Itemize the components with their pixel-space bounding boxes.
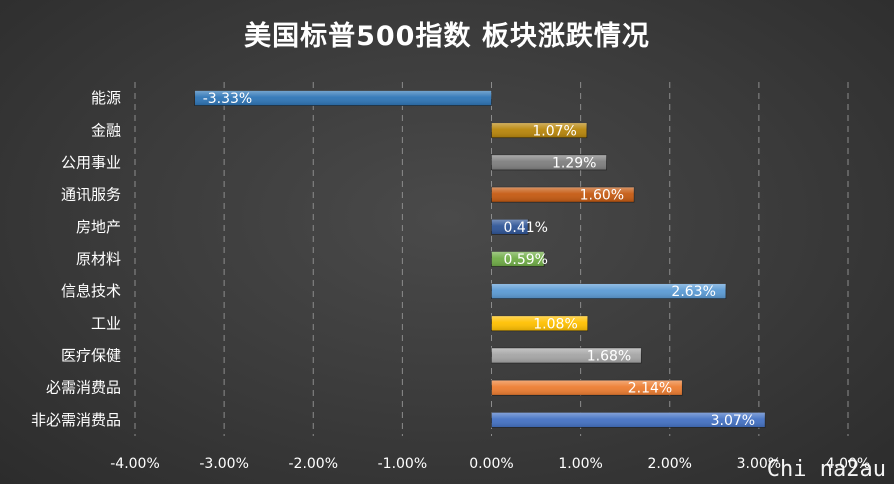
category-label: 金融 bbox=[91, 121, 121, 139]
bar-highlight bbox=[194, 90, 492, 106]
category-label: 信息技术 bbox=[61, 282, 121, 300]
bar-highlight bbox=[491, 315, 588, 331]
x-tick-label: -1.00% bbox=[378, 456, 428, 472]
category-label: 房地产 bbox=[76, 218, 121, 236]
x-tick-label: 1.00% bbox=[558, 456, 602, 472]
chart-title: 美国标普500指数 板块涨跌情况 bbox=[244, 21, 650, 52]
data-label: 1.68% bbox=[587, 349, 631, 365]
category-label: 非必需消费品 bbox=[31, 411, 121, 429]
category-label: 公用事业 bbox=[61, 153, 121, 171]
category-label: 通讯服务 bbox=[61, 186, 121, 204]
bar-highlight bbox=[491, 122, 587, 138]
x-tick-label: 3.00% bbox=[737, 456, 781, 472]
bar-highlight bbox=[491, 187, 635, 203]
data-label: 0.59% bbox=[504, 252, 548, 268]
x-tick-label: 2.00% bbox=[648, 456, 692, 472]
data-label: 1.29% bbox=[552, 155, 596, 171]
bar-highlight bbox=[491, 380, 683, 396]
data-label: 3.07% bbox=[711, 413, 755, 429]
data-label: 0.41% bbox=[504, 220, 548, 236]
bar-highlight bbox=[491, 251, 545, 267]
x-tick-label: -2.00% bbox=[288, 456, 338, 472]
data-label: 1.08% bbox=[533, 316, 577, 332]
data-label: 1.07% bbox=[532, 123, 576, 139]
category-label: 能源 bbox=[91, 89, 121, 107]
bar-highlight bbox=[491, 412, 766, 428]
watermark: Chi na2au bbox=[766, 457, 886, 482]
x-tick-label: 0.00% bbox=[469, 456, 513, 472]
bar-highlight bbox=[491, 283, 726, 299]
bar-highlight bbox=[491, 154, 607, 170]
data-label: -3.33% bbox=[203, 91, 253, 107]
bar-highlight bbox=[491, 348, 642, 364]
category-label: 医疗保健 bbox=[61, 347, 121, 365]
data-label: 1.60% bbox=[580, 188, 624, 204]
category-label: 工业 bbox=[91, 314, 121, 332]
data-label: 2.14% bbox=[628, 381, 672, 397]
bar-highlight bbox=[491, 219, 529, 235]
x-tick-label: 4.00% bbox=[826, 456, 870, 472]
data-label: 2.63% bbox=[671, 284, 715, 300]
category-label: 原材料 bbox=[76, 250, 121, 268]
x-tick-label: -4.00% bbox=[110, 456, 160, 472]
x-tick-label: -3.00% bbox=[199, 456, 249, 472]
category-label: 必需消费品 bbox=[46, 379, 121, 397]
